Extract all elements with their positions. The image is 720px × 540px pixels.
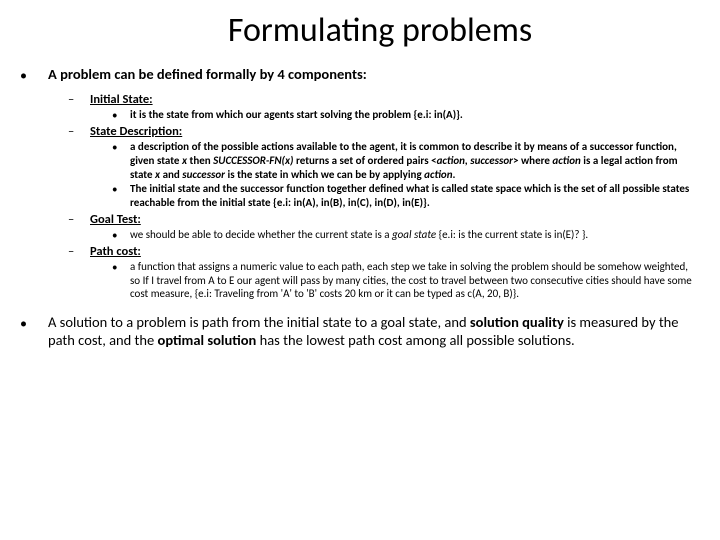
bullet-dot: • — [112, 108, 130, 122]
section-heading-text: Goal Test: — [90, 212, 141, 227]
section-heading: –Path cost: — [68, 244, 700, 259]
bullet-dot: • — [112, 182, 130, 210]
section-item: •a description of the possible actions a… — [112, 140, 700, 181]
section-heading-text: Path cost: — [90, 244, 141, 259]
dash-icon: – — [68, 244, 90, 259]
section-item: •it is the state from which our agents s… — [112, 108, 700, 122]
bullet-dot: • — [20, 313, 48, 349]
dash-icon: – — [68, 124, 90, 139]
bullet-dot: • — [112, 228, 130, 242]
section-item: •a function that assigns a numeric value… — [112, 260, 700, 301]
section-item-text: a function that assigns a numeric value … — [130, 260, 700, 301]
slide-title: Formulating problems — [60, 10, 700, 51]
section-heading: –State Description: — [68, 124, 700, 139]
sections-block: –Initial State:•it is the state from whi… — [68, 92, 700, 301]
section-item: •we should be able to decide whether the… — [112, 228, 700, 242]
bullet-dot: • — [20, 65, 48, 84]
section-item-text: a description of the possible actions av… — [130, 140, 700, 181]
conclusion-text: A solution to a problem is path from the… — [48, 313, 700, 349]
intro-bullet: • A problem can be defined formally by 4… — [20, 65, 700, 84]
section-item-text: we should be able to decide whether the … — [130, 228, 588, 242]
section-heading-text: State Description: — [90, 124, 182, 139]
dash-icon: – — [68, 92, 90, 107]
conclusion-bullet: • A solution to a problem is path from t… — [20, 313, 700, 349]
bullet-dot: • — [112, 260, 130, 301]
section-heading: –Initial State: — [68, 92, 700, 107]
section-item-text: it is the state from which our agents st… — [130, 108, 463, 122]
section-item-text: The initial state and the successor func… — [130, 182, 700, 210]
intro-text: A problem can be defined formally by 4 c… — [48, 65, 367, 84]
section-heading: –Goal Test: — [68, 212, 700, 227]
section-item: •The initial state and the successor fun… — [112, 182, 700, 210]
dash-icon: – — [68, 212, 90, 227]
section-heading-text: Initial State: — [90, 92, 153, 107]
bullet-dot: • — [112, 140, 130, 181]
